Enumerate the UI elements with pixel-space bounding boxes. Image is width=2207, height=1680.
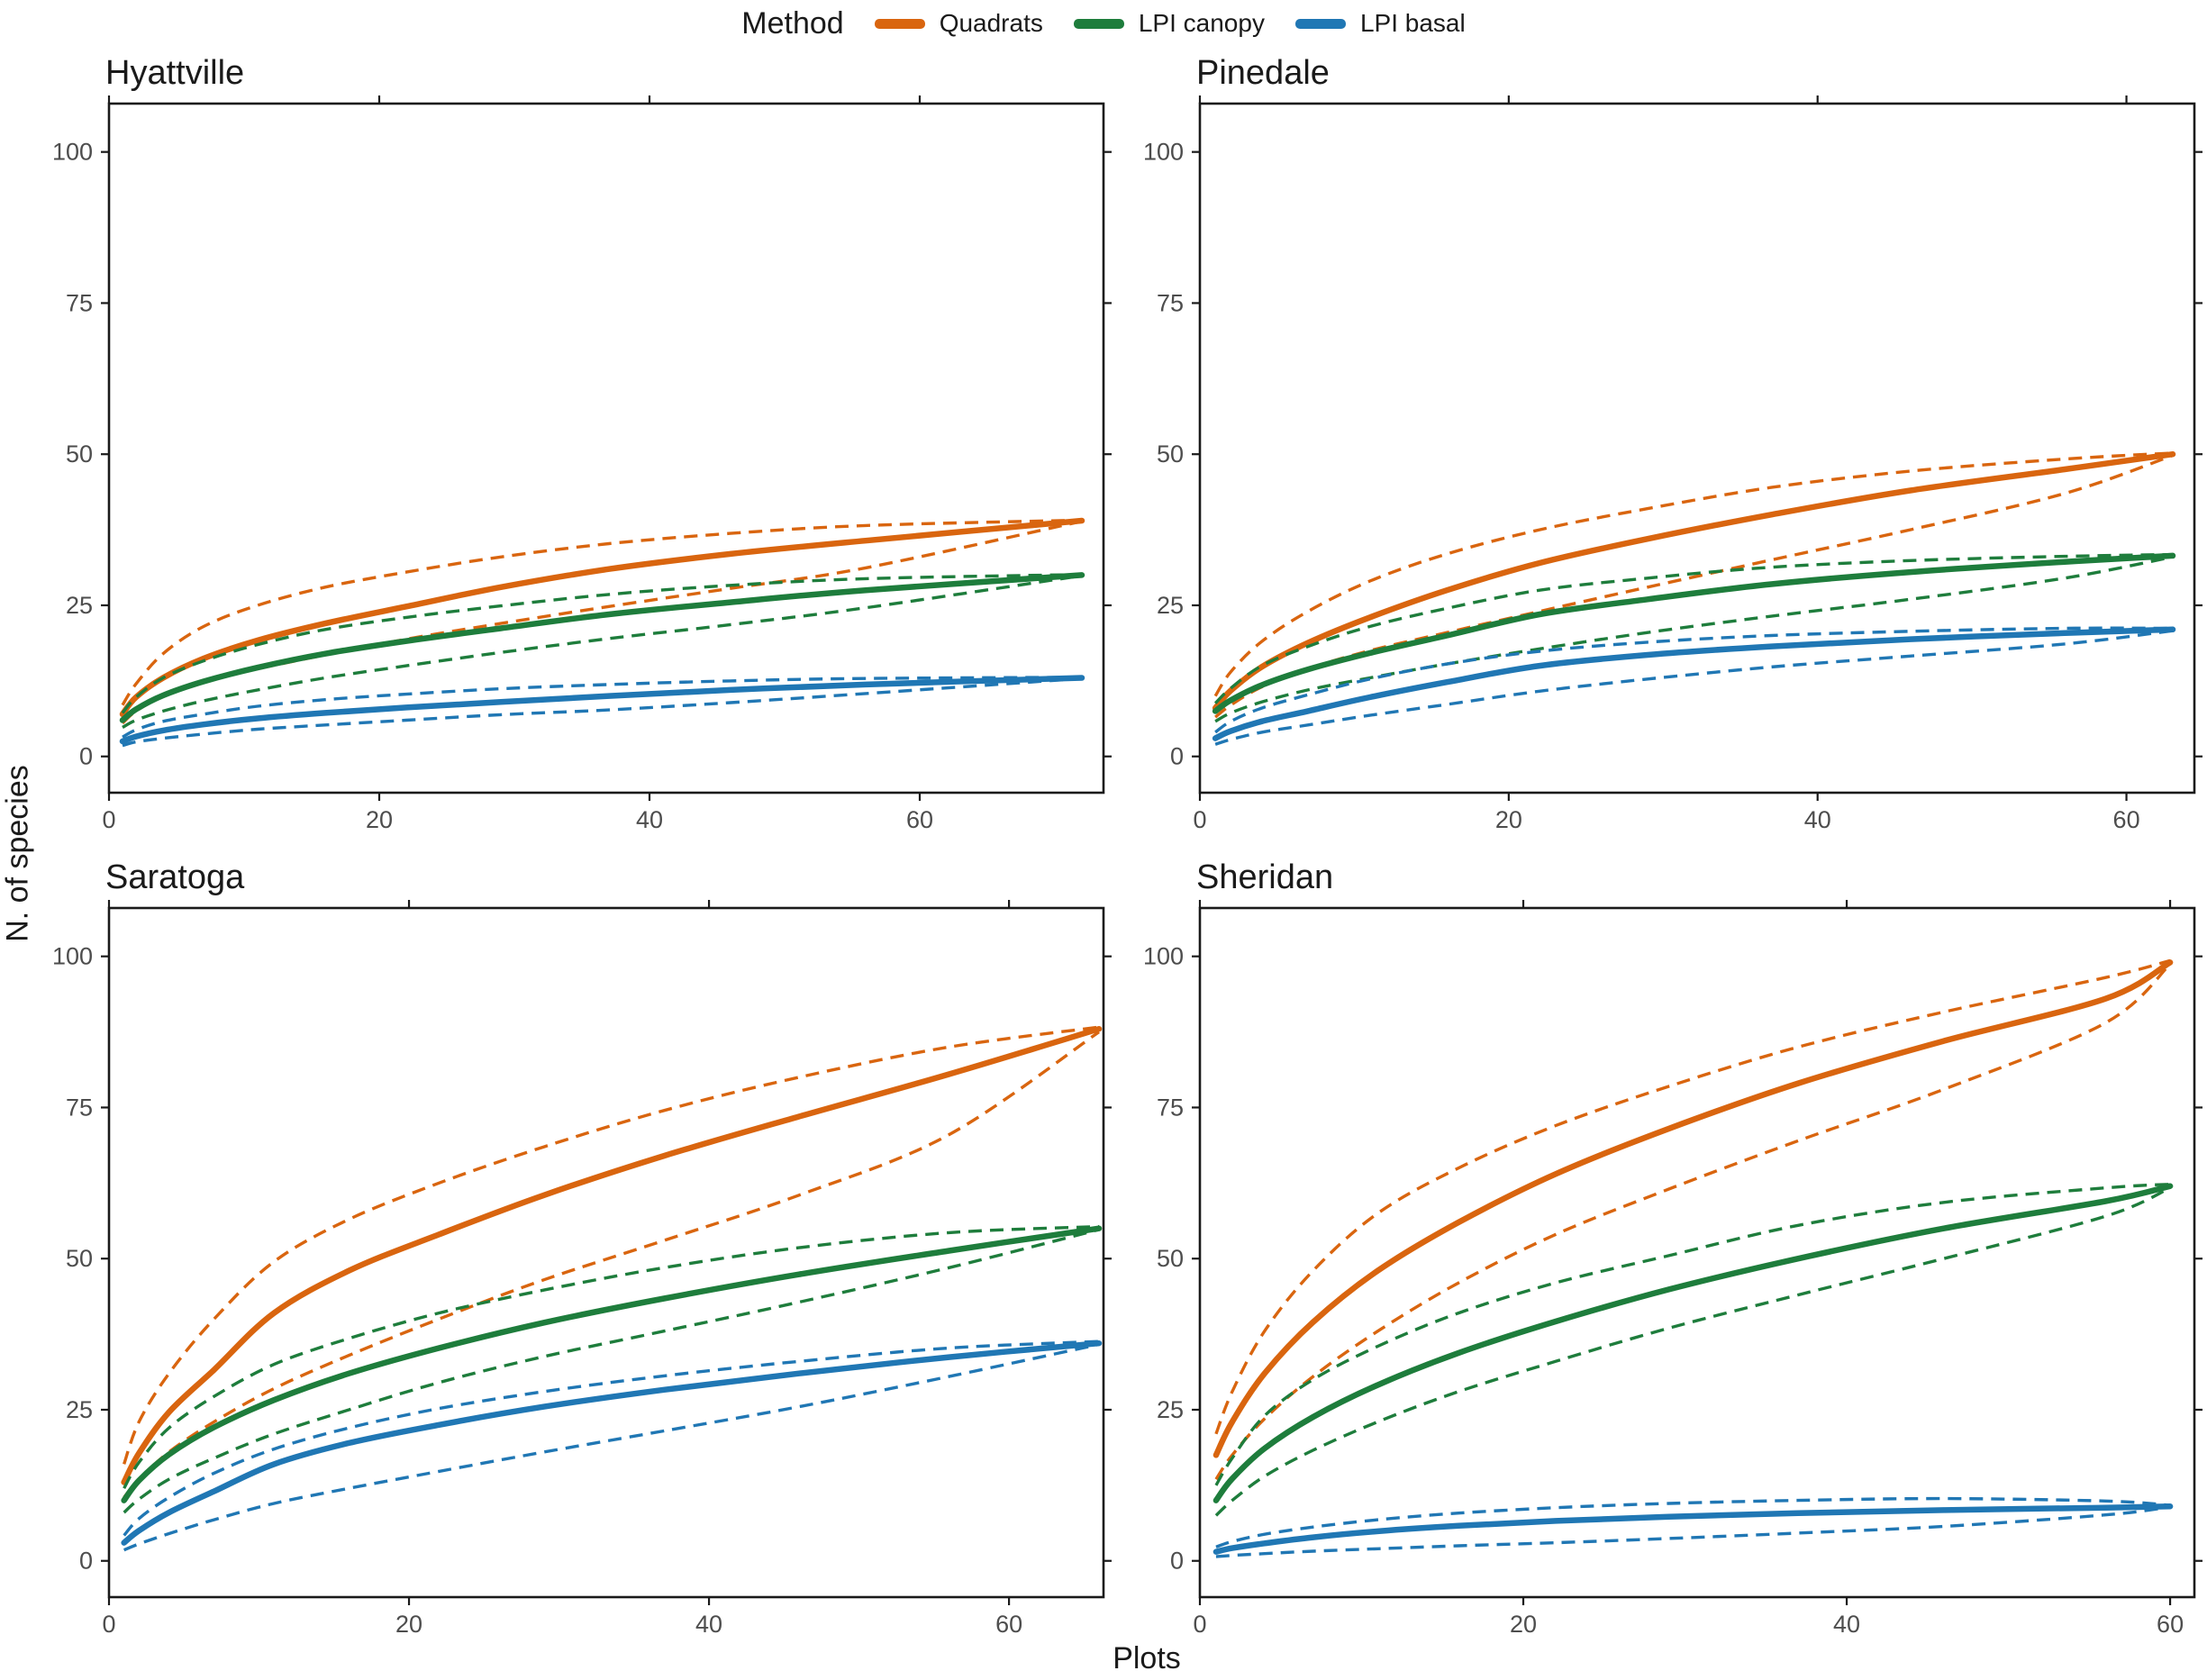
y-tick-label: 75 <box>1157 289 1184 316</box>
lpi-basal-ci_lo-line <box>1215 1505 2171 1558</box>
quadrats-ci_lo-line <box>123 1031 1100 1499</box>
x-tick-label: 60 <box>995 1611 1022 1638</box>
x-tick-label: 60 <box>2157 1611 2184 1638</box>
panel-border <box>107 102 1105 795</box>
y-tick-label: 0 <box>79 1548 93 1575</box>
x-tick-label: 0 <box>102 1611 115 1638</box>
y-tick-label: 100 <box>52 943 93 970</box>
lpi-canopy-ci_hi-line <box>123 1224 1100 1490</box>
y-axis-title: N. of species <box>0 765 35 942</box>
x-tick-label: 60 <box>906 806 933 833</box>
x-tick-label: 20 <box>1510 1611 1537 1638</box>
lpi-canopy-mean-line <box>121 1225 1103 1503</box>
legend-label: LPI canopy <box>1138 9 1265 37</box>
y-tick-label: 75 <box>66 1094 93 1121</box>
x-tick-label: 40 <box>1833 1611 1860 1638</box>
lpi-canopy-mean-line <box>119 572 1085 723</box>
panel-sheridan: Sheridan 0 20 40 60 0 25 50 75 100 <box>1143 858 2202 1638</box>
lpi-basal-ci_hi-line <box>1215 1496 2171 1548</box>
quadrats-ci_hi-line <box>123 1025 1100 1465</box>
y-tick-label: 50 <box>1157 440 1184 468</box>
quadrats-mean-line <box>1212 450 2176 712</box>
lpi-basal-mean-line <box>1212 626 2176 741</box>
y-tick-label: 75 <box>1157 1094 1184 1121</box>
quadrats-ci_hi-line <box>121 518 1083 706</box>
lpi-canopy-line-key-icon <box>1073 18 1124 29</box>
x-tick-label: 60 <box>2113 806 2140 833</box>
y-tick-label: 100 <box>1143 139 1184 166</box>
lpi-basal-mean-line <box>1212 1503 2174 1555</box>
panel-title: Pinedale <box>1196 54 1330 92</box>
lpi-basal-ci_hi-line <box>122 676 1083 739</box>
x-tick-label: 20 <box>366 806 393 833</box>
y-tick-label: 100 <box>1143 943 1184 970</box>
x-tick-label: 40 <box>695 1611 722 1638</box>
x-tick-label: 40 <box>636 806 663 833</box>
quadrats-mean-line <box>1212 959 2174 1458</box>
legend-item-lpi-canopy: LPI canopy <box>1073 9 1265 38</box>
lpi-canopy-ci_lo-line <box>123 1228 1100 1514</box>
quadrats-ci_hi-line <box>1213 451 2174 697</box>
panel-pinedale: Pinedale 0 20 40 60 0 25 50 75 100 <box>1143 54 2202 833</box>
lpi-canopy-ci_hi-line <box>121 573 1083 714</box>
x-tick-label: 40 <box>1804 806 1831 833</box>
quadrats-ci_lo-line <box>121 520 1083 725</box>
x-tick-label: 20 <box>1495 806 1522 833</box>
y-tick-label: 25 <box>66 592 93 619</box>
y-tick-label: 75 <box>66 289 93 316</box>
lpi-canopy-ci_lo-line <box>122 574 1083 730</box>
lpi-basal-mean-line <box>119 675 1085 745</box>
panel-title: Sheridan <box>1196 858 1333 896</box>
legend-label: LPI basal <box>1359 9 1466 37</box>
quadrats-ci_hi-line <box>1214 958 2171 1435</box>
legend-item-quadrats: Quadrats <box>874 9 1043 38</box>
y-tick-label: 0 <box>79 743 93 770</box>
lpi-basal-ci_hi-line <box>1214 626 2174 734</box>
lpi-basal-mean-line <box>121 1339 1103 1546</box>
x-tick-label: 20 <box>395 1611 422 1638</box>
x-tick-label: 0 <box>1193 1611 1206 1638</box>
legend-title: Method <box>741 5 844 41</box>
legend-item-lpi-basal: LPI basal <box>1294 9 1466 38</box>
quadrats-ci_lo-line <box>1214 963 2172 1481</box>
lpi-basal-ci_lo-line <box>123 1342 1100 1552</box>
y-tick-label: 25 <box>1157 592 1184 619</box>
lpi-canopy-ci_hi-line <box>1213 552 2174 704</box>
quadrats-mean-line <box>119 517 1085 718</box>
lpi-basal-ci_lo-line <box>122 677 1083 748</box>
lpi-canopy-mean-line <box>1212 552 2176 714</box>
y-tick-label: 0 <box>1170 1548 1184 1575</box>
lpi-basal-line-key-icon <box>1294 18 1346 29</box>
y-tick-label: 50 <box>1157 1245 1184 1272</box>
y-tick-label: 50 <box>66 1245 93 1272</box>
x-tick-label: 0 <box>102 806 115 833</box>
lpi-basal-ci_lo-line <box>1214 629 2174 746</box>
panel-saratoga: Saratoga 0 20 40 60 0 25 50 75 100 <box>52 858 1112 1638</box>
lpi-canopy-ci_hi-line <box>1214 1183 2171 1486</box>
panel-border <box>1198 102 2196 795</box>
lpi-canopy-ci_lo-line <box>1214 1186 2171 1517</box>
panel-border <box>107 906 1105 1599</box>
panel-title: Saratoga <box>105 858 245 896</box>
lpi-canopy-mean-line <box>1212 1183 2174 1503</box>
y-tick-label: 50 <box>66 440 93 468</box>
x-axis-title: Plots <box>1113 1641 1181 1675</box>
panel-title: Hyattville <box>105 54 244 92</box>
y-tick-label: 100 <box>52 139 93 166</box>
lpi-basal-ci_hi-line <box>123 1339 1100 1537</box>
lpi-canopy-ci_lo-line <box>1214 555 2174 723</box>
quadrats-mean-line <box>121 1025 1103 1485</box>
y-tick-label: 25 <box>1157 1396 1184 1423</box>
panel-hyattville: Hyattville 0 20 40 60 0 25 50 75 100 <box>52 54 1112 833</box>
y-tick-label: 0 <box>1170 743 1184 770</box>
plot-legend: Method Quadrats LPI canopy LPI basal <box>0 0 2207 47</box>
panel-border <box>1198 906 2196 1599</box>
x-tick-label: 0 <box>1193 806 1206 833</box>
legend-label: Quadrats <box>939 9 1043 37</box>
y-tick-label: 25 <box>66 1396 93 1423</box>
quadrats-line-key-icon <box>874 18 925 29</box>
